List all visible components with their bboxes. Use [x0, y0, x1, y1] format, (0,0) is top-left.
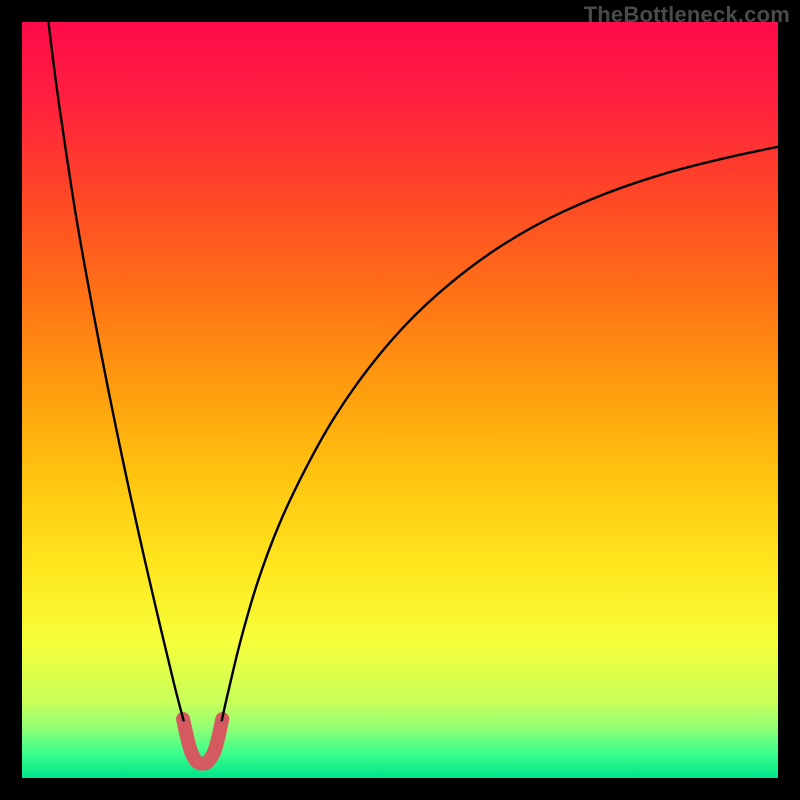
chart-svg	[22, 22, 778, 778]
plot-area	[22, 22, 778, 778]
chart-frame: TheBottleneck.com	[0, 0, 800, 800]
watermark-label: TheBottleneck.com	[584, 2, 790, 28]
gradient-background	[22, 22, 778, 778]
